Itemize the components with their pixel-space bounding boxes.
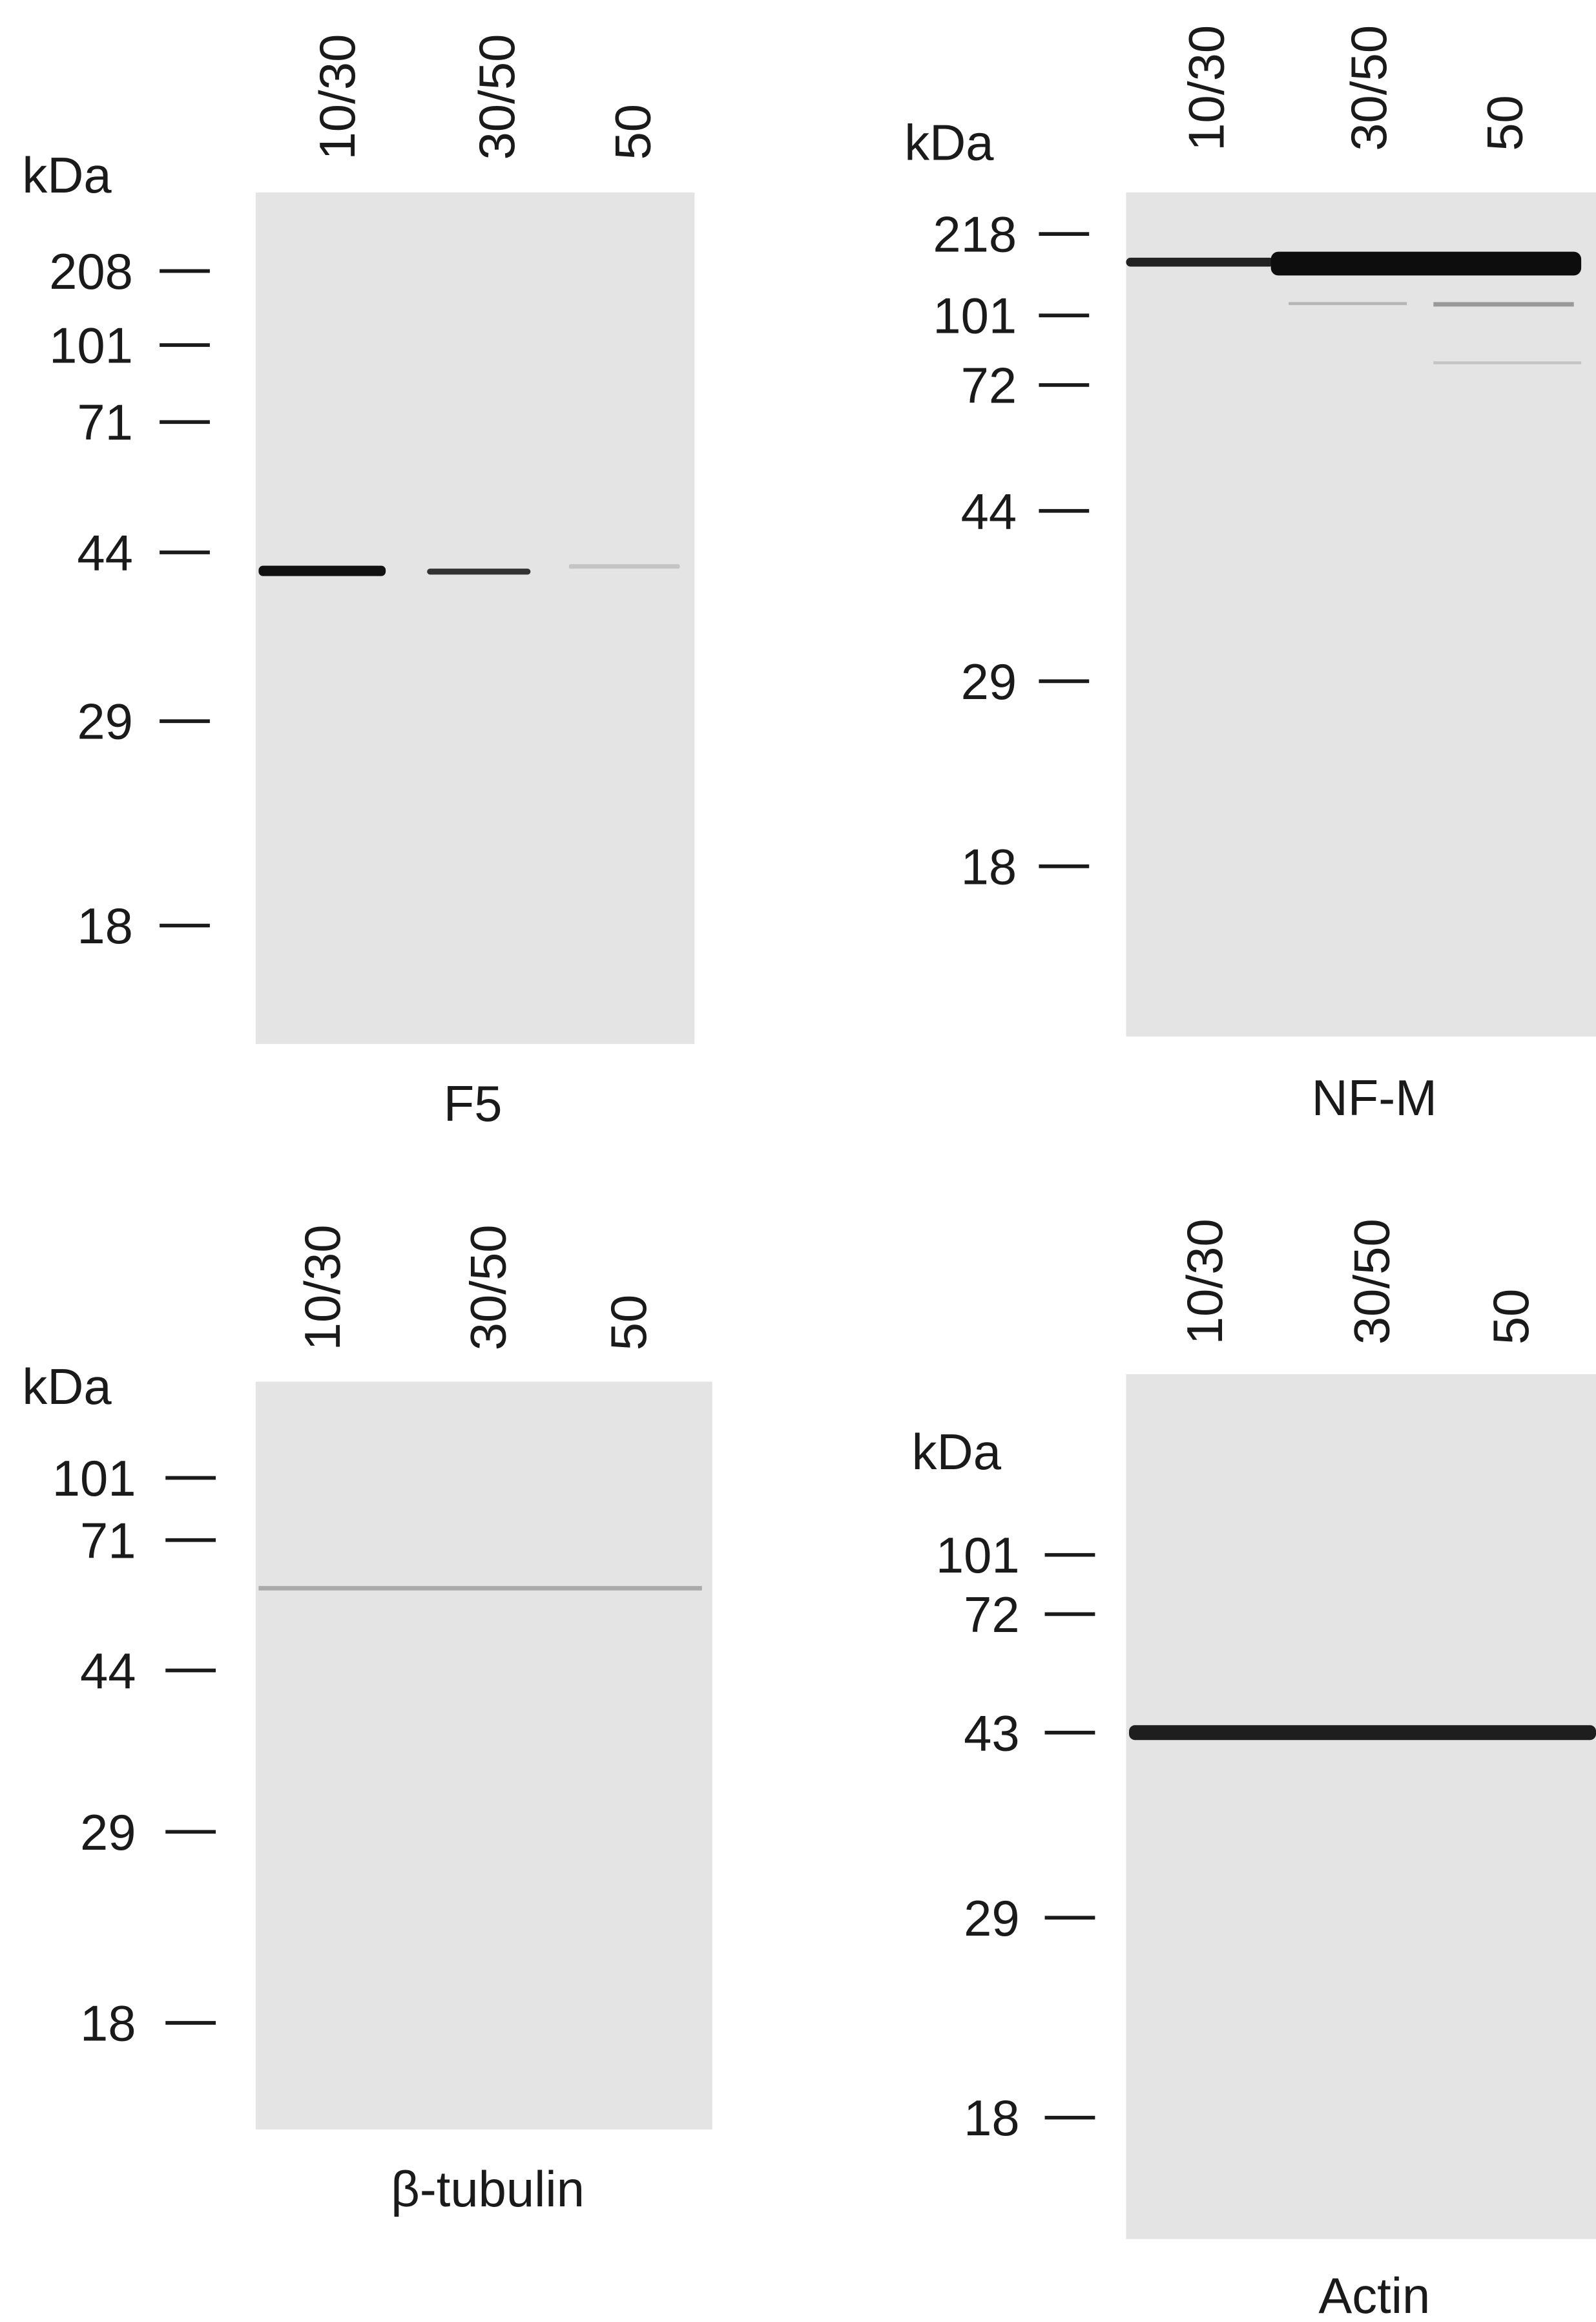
lane-label: 10/30 xyxy=(1177,1219,1233,1344)
band xyxy=(427,569,531,575)
blot-tubulin xyxy=(255,1381,712,2130)
lane-label: 50 xyxy=(1478,95,1533,151)
panel-caption: β-tubulin xyxy=(391,2162,585,2217)
marker-label: 101 xyxy=(936,1528,1020,1584)
marker-label: 18 xyxy=(80,1996,136,2051)
marker-label: 18 xyxy=(964,2091,1020,2146)
blot-f5 xyxy=(255,192,695,1044)
band xyxy=(1270,251,1582,276)
unit-label: kDa xyxy=(22,148,112,204)
marker-label: 18 xyxy=(77,899,133,954)
marker-label: 29 xyxy=(964,1891,1020,1947)
lane-label: 50 xyxy=(1484,1289,1539,1345)
marker-label: 43 xyxy=(964,1706,1020,1761)
lane-label: 10/30 xyxy=(310,34,366,160)
marker-label: 71 xyxy=(80,1513,136,1569)
marker-label: 29 xyxy=(80,1805,136,1861)
marker-label: 218 xyxy=(933,207,1017,263)
lane-label: 10/30 xyxy=(295,1224,351,1350)
unit-label: kDa xyxy=(912,1425,1002,1480)
panel-caption: NF-M xyxy=(1312,1071,1437,1126)
lane-label: 50 xyxy=(601,1295,657,1351)
band xyxy=(1433,361,1582,364)
marker-label: 29 xyxy=(961,654,1017,710)
lane-label: 30/50 xyxy=(470,34,525,160)
lane-label: 30/50 xyxy=(1342,25,1397,151)
lane-label: 10/30 xyxy=(1179,25,1234,151)
marker-label: 101 xyxy=(52,1451,136,1507)
lane-label: 30/50 xyxy=(1345,1219,1400,1344)
blot-actin xyxy=(1126,1374,1596,2239)
marker-label: 29 xyxy=(77,695,133,750)
marker-label: 208 xyxy=(49,244,133,300)
blot-nf-m xyxy=(1126,192,1596,1037)
band xyxy=(1289,302,1407,306)
unit-label: kDa xyxy=(904,115,994,171)
marker-label: 101 xyxy=(49,319,133,374)
marker-label: 44 xyxy=(77,525,133,581)
band xyxy=(568,564,680,569)
band xyxy=(1129,1725,1596,1741)
unit-label: kDa xyxy=(22,1359,112,1415)
marker-label: 72 xyxy=(964,1587,1020,1643)
band xyxy=(1126,257,1274,267)
panel-caption: Actin xyxy=(1318,2268,1430,2322)
marker-label: 72 xyxy=(961,358,1017,413)
band xyxy=(258,1585,702,1591)
marker-label: 101 xyxy=(933,289,1017,344)
marker-label: 71 xyxy=(77,395,133,451)
band xyxy=(1433,302,1574,307)
panel-caption: F5 xyxy=(444,1076,503,1132)
lane-label: 50 xyxy=(606,104,661,160)
marker-label: 44 xyxy=(961,484,1017,539)
lane-label: 30/50 xyxy=(461,1224,517,1350)
band xyxy=(258,565,386,576)
marker-label: 18 xyxy=(961,839,1017,895)
marker-label: 44 xyxy=(80,1644,136,1699)
